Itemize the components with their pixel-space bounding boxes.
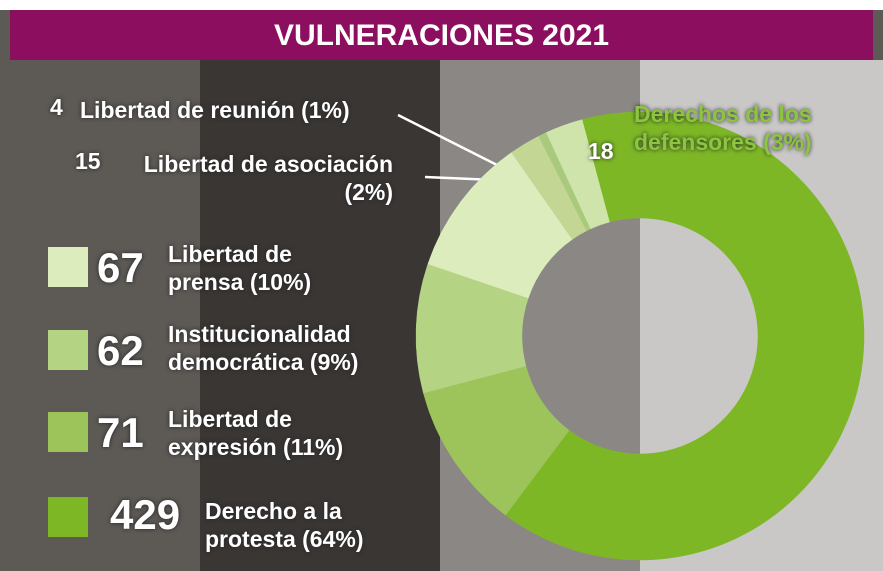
percent-label: (3%) <box>763 129 812 155</box>
percent-label: (9%) <box>309 349 359 375</box>
percent-label: (2%) <box>344 179 393 205</box>
value-label: 62 <box>97 327 144 374</box>
category-name: Institucionalidad democrática <box>168 321 351 375</box>
legend-swatch <box>48 330 88 370</box>
donut-slice <box>545 119 610 230</box>
value-label: 18 <box>588 138 614 164</box>
background-door <box>200 60 440 571</box>
top-border <box>0 0 883 10</box>
category-label: Institucionalidad democrática (9%) <box>168 320 408 376</box>
value-label: 67 <box>97 244 144 291</box>
category-label: Libertad de expresión (11%) <box>168 405 398 461</box>
value-label: 15 <box>75 148 101 174</box>
category-name: Derecho a la protesta <box>205 498 342 552</box>
value-label: 4 <box>50 94 63 120</box>
category-label: Libertad de prensa (10%) <box>168 240 358 296</box>
category-label: Derechos de los defensores (3%) <box>634 100 839 156</box>
legend-swatch <box>48 247 88 287</box>
title-bar <box>10 10 873 60</box>
category-name: Derechos de los defensores <box>634 101 812 155</box>
percent-label: (11%) <box>283 434 344 460</box>
category-name: Libertad de asociación <box>143 151 393 177</box>
chart-title: VULNERACIONES 2021 <box>273 19 610 52</box>
leader-line <box>397 113 498 167</box>
category-label: Derecho a la protesta (64%) <box>205 497 380 553</box>
category-name: Libertad de expresión <box>168 406 292 460</box>
legend-swatch <box>48 412 88 452</box>
value-label: 71 <box>97 409 144 456</box>
percent-label: (1%) <box>301 97 350 123</box>
category-name: Libertad de reunión <box>80 97 295 123</box>
percent-label: (10%) <box>249 269 312 295</box>
legend-swatch <box>48 497 88 537</box>
value-label: 429 <box>110 491 181 538</box>
category-label: Libertad de asociación (2%) <box>118 150 393 206</box>
donut-slice <box>505 111 865 561</box>
percent-label: (64%) <box>302 526 364 552</box>
category-label: Libertad de reunión (1%) <box>80 96 410 124</box>
category-name: Libertad de prensa <box>168 241 292 295</box>
